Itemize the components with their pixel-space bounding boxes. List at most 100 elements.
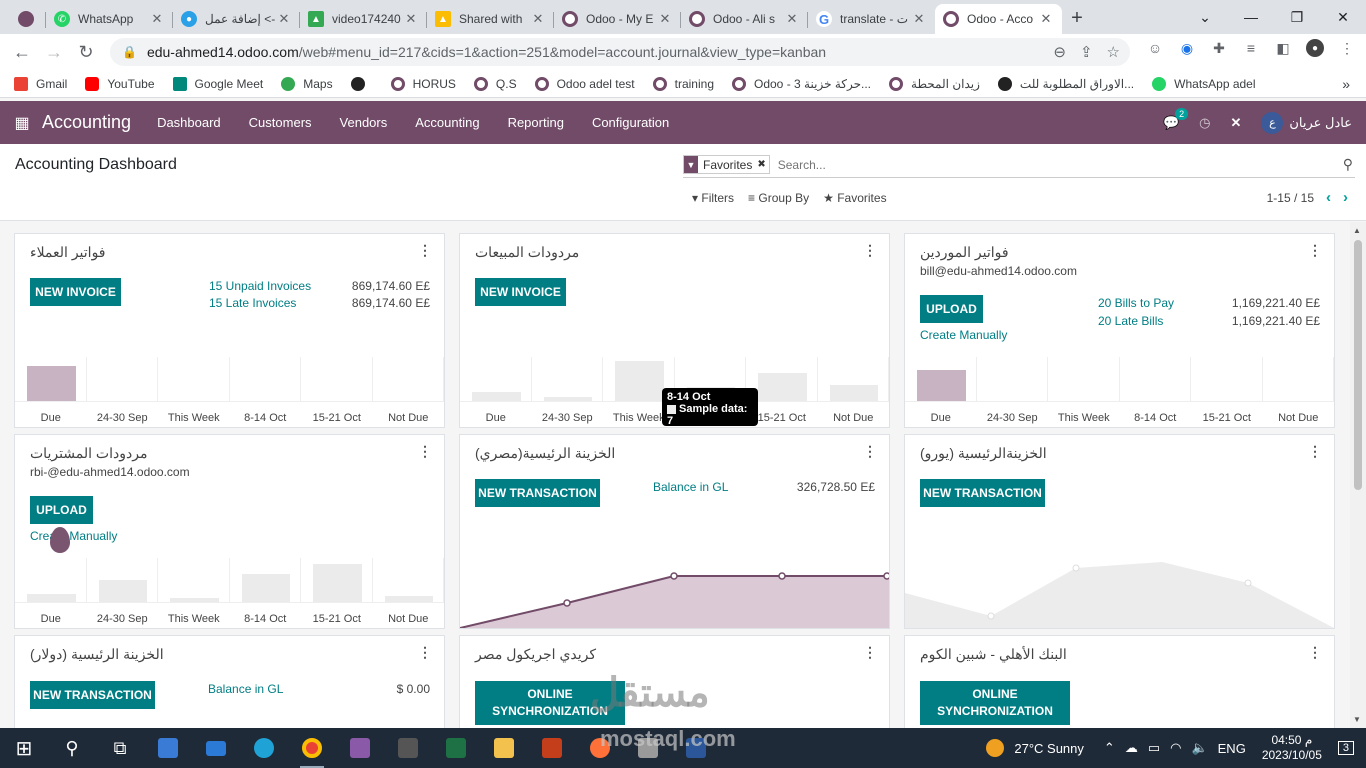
battery-icon[interactable]: ▭ (1147, 740, 1161, 755)
file-explorer-icon[interactable] (480, 728, 528, 768)
extensions-puzzle-icon[interactable]: ✚ (1213, 39, 1225, 56)
bookmark-qs[interactable]: Q.S (473, 76, 517, 91)
close-icon[interactable]: ✕ (151, 11, 163, 26)
bookmark-odoo-treasury[interactable]: Odoo - حركة خزينة 3... (732, 76, 871, 91)
chrome-menu-icon[interactable]: ⋮ (1340, 39, 1354, 56)
journal-title[interactable]: البنك الأهلي - شبين الكوم (920, 646, 1067, 662)
firefox-icon[interactable] (576, 728, 624, 768)
create-manually-link[interactable]: Create Manually (30, 529, 118, 543)
search-input[interactable] (777, 157, 1278, 172)
journal-title[interactable]: مردودات المشتريات (30, 445, 148, 461)
sidepanel-icon[interactable]: ◧ (1276, 39, 1290, 56)
close-icon[interactable]: ✕ (532, 11, 544, 26)
bookmark-meet[interactable]: Google Meet (172, 76, 263, 91)
online-sync-button[interactable]: ONLINE SYNCHRONIZATION (920, 681, 1070, 725)
task-view-icon[interactable]: ⧉ (113, 737, 127, 758)
edge-icon[interactable] (240, 728, 288, 768)
journal-title[interactable]: الخزينة الرئيسية(مصري) (475, 445, 616, 461)
bookmark-odoo-adel[interactable]: Odoo adel test (534, 76, 635, 91)
minimize-button[interactable]: — (1244, 9, 1258, 25)
menu-configuration[interactable]: Configuration (591, 115, 670, 130)
paint-icon[interactable] (624, 728, 672, 768)
search-icon[interactable]: ⚲ (65, 737, 79, 758)
search-icon[interactable]: ⚲ (1342, 156, 1353, 172)
kebab-menu-icon[interactable]: ⋮ (863, 443, 877, 459)
user-menu[interactable]: ع عادل عريان (1261, 111, 1352, 134)
activity-clock-icon[interactable]: ◷ (1199, 114, 1211, 130)
messages-icon[interactable]: 💬 2 (1163, 107, 1189, 131)
menu-customers[interactable]: Customers (248, 115, 312, 130)
bookmark-gmail[interactable]: Gmail (14, 76, 67, 91)
address-bar[interactable]: 🔒 edu-ahmed14.odoo.com/web#menu_id=217&c… (110, 38, 1130, 66)
windows-start-icon[interactable]: ⊞ (15, 737, 33, 760)
volume-icon[interactable]: 🔈 (1191, 740, 1208, 755)
chrome-menu-tab[interactable] (0, 4, 46, 34)
extension-avatar-icon[interactable]: ☺ (1147, 40, 1163, 56)
favorites-button[interactable]: ★ Favorites (823, 191, 886, 205)
unpaid-invoices-link[interactable]: 15 Unpaid Invoices (209, 279, 312, 293)
apps-grid-icon[interactable]: ▦ (14, 114, 30, 132)
upload-button[interactable]: UPLOAD (30, 496, 93, 524)
kebab-menu-icon[interactable]: ⋮ (418, 443, 432, 459)
media-icon[interactable]: ≡ (1246, 40, 1256, 56)
new-tab-button[interactable]: + (1071, 7, 1083, 29)
create-manually-link[interactable]: Create Manually (920, 328, 1008, 342)
tab-search-icon[interactable]: ⌄ (1199, 8, 1211, 25)
late-invoices-link[interactable]: 15 Late Invoices (209, 296, 297, 310)
network-icon[interactable]: ☁ (1124, 740, 1138, 755)
extension-blue-icon[interactable]: ◉ (1180, 39, 1194, 56)
bookmark-papers[interactable]: الاوراق المطلوبة للت... (997, 76, 1134, 91)
more-bookmarks[interactable]: » (1342, 76, 1350, 92)
close-icon[interactable]: ✕ (278, 11, 290, 26)
menu-vendors[interactable]: Vendors (339, 115, 388, 130)
kebab-menu-icon[interactable]: ⋮ (1308, 443, 1322, 459)
close-icon[interactable]: ✕ (913, 11, 925, 26)
pager-value[interactable]: 1-15 / 15 (1266, 190, 1314, 205)
weather-text[interactable]: 27°C Sunny (1014, 740, 1084, 756)
pager-previous-icon[interactable]: ‹ (1326, 189, 1331, 206)
menu-accounting[interactable]: Accounting (415, 115, 480, 130)
upload-button[interactable]: UPLOAD (920, 295, 983, 323)
close-icon[interactable]: ✕ (1040, 11, 1052, 26)
menu-dashboard[interactable]: Dashboard (157, 115, 221, 130)
journal-title[interactable]: مردودات المبيعات (475, 244, 580, 260)
groupby-button[interactable]: ≡ Group By (748, 191, 809, 205)
wifi-icon[interactable]: ◠ (1170, 740, 1182, 755)
balance-gl-link[interactable]: Balance in GL (208, 682, 284, 696)
bookmark-zidan[interactable]: زيدان المحطة (889, 76, 980, 91)
new-transaction-button[interactable]: NEW TRANSACTION (30, 681, 155, 709)
filters-button[interactable]: ▾ Filters (692, 191, 734, 205)
late-bills-link[interactable]: 20 Late Bills (1098, 314, 1164, 328)
share-icon[interactable]: ⇪ (1079, 44, 1093, 61)
bills-to-pay-link[interactable]: 20 Bills to Pay (1098, 296, 1175, 310)
zoom-icon[interactable]: ⊖ (1053, 44, 1066, 61)
mail-icon[interactable] (192, 728, 240, 768)
journal-title[interactable]: فواتير الموردين (920, 244, 1009, 260)
balance-gl-link[interactable]: Balance in GL (653, 480, 729, 494)
new-invoice-button[interactable]: NEW INVOICE (475, 278, 566, 306)
reload-icon[interactable]: ↻ (78, 41, 94, 62)
clock[interactable]: 04:50 م 2023/10/05 (1262, 733, 1322, 763)
bookmark-horus[interactable]: HORUS (390, 76, 456, 91)
journal-title[interactable]: كريدي اجريكول مصر (475, 646, 597, 662)
language-indicator[interactable]: ENG (1217, 740, 1246, 756)
tab-odoo-ali[interactable]: Odoo - Ali s ✕ (681, 4, 808, 34)
kebab-menu-icon[interactable]: ⋮ (418, 242, 432, 258)
close-window-button[interactable]: ✕ (1337, 8, 1349, 25)
online-sync-button[interactable]: ONLINE SYNCHRONIZATION (475, 681, 625, 725)
store-icon[interactable] (144, 728, 192, 768)
page-scrollbar[interactable]: ▲ ▼ (1350, 222, 1366, 728)
notification-badge[interactable]: 3 (1337, 741, 1354, 755)
kebab-menu-icon[interactable]: ⋮ (863, 242, 877, 258)
tab-mostaql[interactable]: ● إضافة عمل <- ✕ (173, 4, 300, 34)
bookmark-training[interactable]: training (652, 76, 714, 91)
bookmark-youtube[interactable]: YouTube (85, 76, 155, 91)
forward-icon[interactable]: → (45, 41, 63, 62)
tab-video[interactable]: ▲ video174240 ✕ (300, 4, 427, 34)
tab-whatsapp[interactable]: ✆ WhatsApp ✕ (46, 4, 173, 34)
search-facet[interactable]: ▼ Favorites ✖ (683, 155, 770, 174)
new-transaction-button[interactable]: NEW TRANSACTION (475, 479, 600, 507)
new-transaction-button[interactable]: NEW TRANSACTION (920, 479, 1045, 507)
kebab-menu-icon[interactable]: ⋮ (418, 644, 432, 660)
close-icon[interactable]: ✕ (659, 11, 671, 26)
